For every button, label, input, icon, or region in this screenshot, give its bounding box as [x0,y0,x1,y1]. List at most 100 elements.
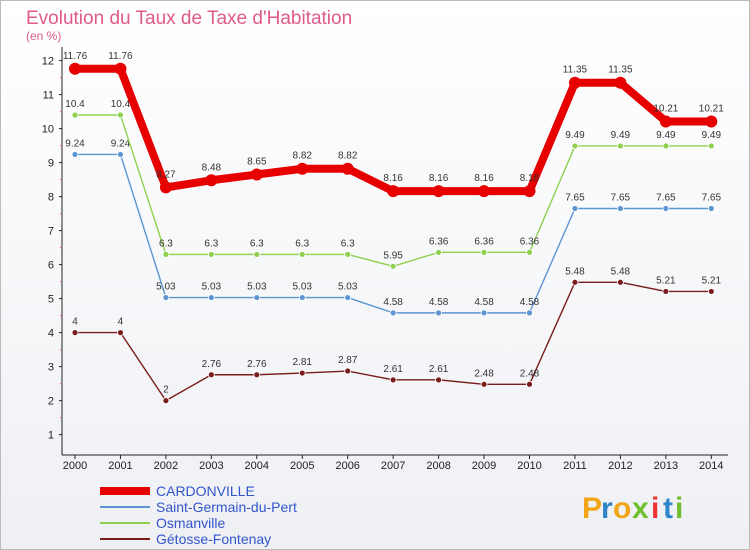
data-label: 6.36 [520,236,540,247]
data-point [480,380,488,388]
data-label: 6.36 [474,236,494,247]
data-point [523,185,536,198]
legend-label: CARDONVILLE [156,483,255,499]
data-point [117,151,124,158]
y-tick-label: 3 [48,362,54,374]
data-point [71,151,79,158]
data-point [526,248,533,256]
data-point [298,294,306,301]
data-point [341,162,354,175]
data-point [250,168,263,181]
data-label: 8.82 [338,151,358,162]
data-point [389,262,397,270]
logo-letter: r [601,492,613,525]
y-tick-label: 12 [42,56,54,68]
chart-title: Evolution du Taux de Taxe d'Habitation [26,8,352,29]
data-point [432,185,445,198]
y-tick-label: 7 [48,226,54,238]
data-point [480,309,488,317]
data-label: 2.48 [474,368,494,379]
data-label: 5.21 [656,275,676,286]
data-label: 10.21 [699,103,724,114]
logo-letter: i [651,492,659,525]
data-point [568,76,581,89]
data-point [617,142,624,150]
data-label: 7.65 [565,193,585,204]
data-label: 10.21 [653,103,678,114]
x-tick-label: 2000 [63,460,87,472]
data-point [389,376,397,384]
data-point [253,371,261,379]
x-tick-label: 2012 [608,460,632,472]
legend-label: Saint-Germain-du-Pert [156,499,297,515]
legend-label: Gétosse-Fontenay [156,531,271,547]
data-label: 2.48 [520,368,540,379]
data-label: 4.58 [383,297,403,308]
data-point [389,309,397,317]
x-tick-label: 2003 [199,460,223,472]
data-point [435,309,443,317]
data-label: 2.76 [202,359,222,370]
logo-letter: t [663,492,673,525]
data-point [707,205,715,212]
data-point [344,367,352,375]
data-point [435,376,443,384]
data-point [707,288,715,295]
data-point [617,278,624,286]
data-point [298,369,306,377]
data-point [253,294,261,301]
y-tick-label: 2 [48,396,54,408]
data-label: 4 [72,317,78,328]
data-point [205,174,218,187]
data-label: 5.48 [565,266,585,277]
data-label: 6.3 [295,238,309,249]
data-point [662,142,670,150]
data-label: 9.49 [702,130,722,141]
x-tick-label: 2005 [290,460,314,472]
data-point [207,371,215,379]
data-label: 5.48 [611,266,631,277]
x-tick-label: 2008 [426,460,450,472]
series-saint-germain-du-pert: 9.24 9.24 5.03 5.03 5.03 5.03 5.03 4.58 4.58 4.58… [65,138,721,317]
logo-letter: P [582,492,602,525]
data-point [117,111,124,119]
data-point [253,250,261,258]
x-tick-label: 2013 [654,460,678,472]
data-point [571,278,579,286]
series-g-tosse-fontenay: 4 4 2 2.76 2.76 2.81 2.87 2.61 2.61 2.48 2.48 5.48 5… [71,266,721,405]
data-label: 2.81 [293,357,313,368]
data-label: 6.36 [429,236,449,247]
data-label: 8.82 [293,151,313,162]
data-label: 6.3 [204,238,218,249]
data-point [71,111,79,119]
x-tick-label: 2002 [154,460,178,472]
data-point [162,250,170,258]
data-point [117,329,124,337]
data-label: 9.24 [111,138,131,149]
x-tick-label: 2010 [517,460,541,472]
logo-letter: o [613,492,631,525]
data-label: 9.24 [65,138,85,149]
data-point [207,294,215,301]
data-point [298,250,306,258]
x-tick-label: 2007 [381,460,405,472]
data-point [707,142,715,150]
legend: CARDONVILLESaint-Germain-du-PertOsmanvil… [100,483,297,547]
x-tick-label: 2009 [472,460,496,472]
y-tick-label: 5 [48,294,54,306]
data-label: 6.3 [159,238,173,249]
series-layer: 4 4 2 2.76 2.76 2.81 2.87 2.61 2.61 2.48 2.48 5.48 5… [63,51,724,405]
y-tick-label: 1 [48,430,54,442]
data-label: 4.58 [474,297,494,308]
data-point [705,115,718,128]
data-label: 10.4 [65,99,85,110]
data-point [114,62,127,75]
data-point [662,288,670,295]
data-label: 9.49 [565,130,585,141]
data-label: 4.58 [429,297,449,308]
series-cardonville: 11.76 11.76 8.27 8.48 8.65 8.82 8.82 8.16 8.16 8.… [63,51,724,198]
y-tick-label: 6 [48,260,54,272]
data-point [662,205,670,212]
y-axis-label: (en %) [26,29,61,43]
